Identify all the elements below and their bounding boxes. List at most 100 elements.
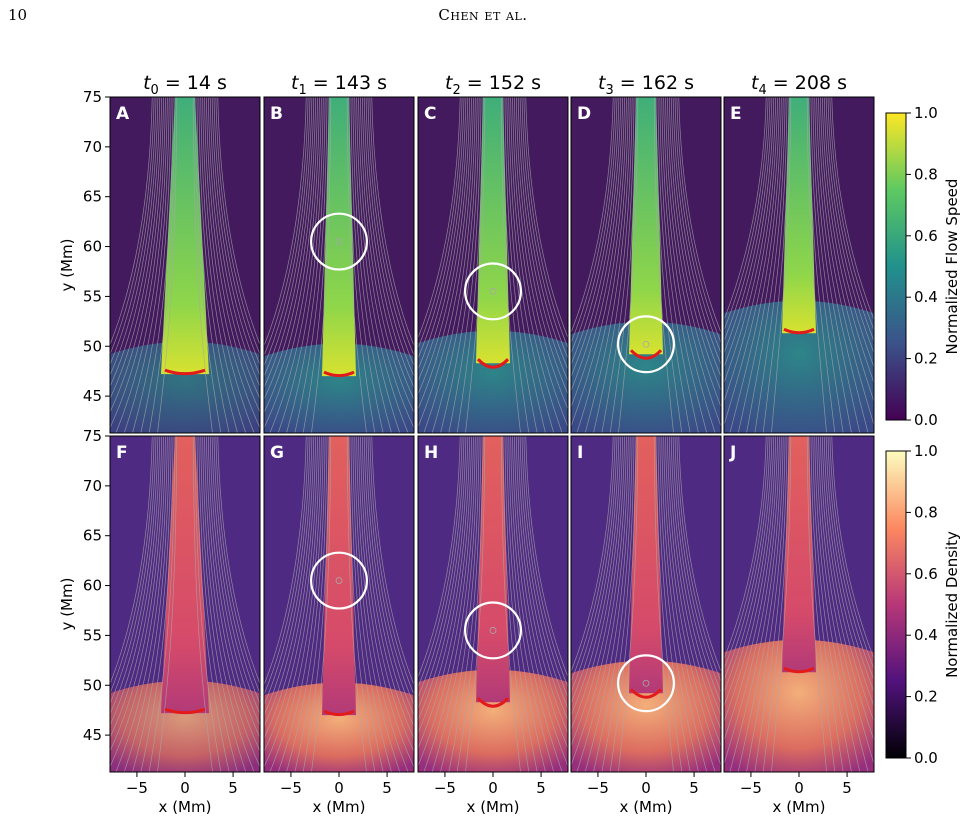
field-line <box>506 97 546 433</box>
field-line <box>110 436 157 705</box>
field-line <box>213 97 260 366</box>
y-tick-label: 70 <box>83 477 102 495</box>
field-line <box>814 97 861 433</box>
field-line <box>157 97 178 433</box>
field-line <box>418 436 469 721</box>
field-line <box>657 436 691 772</box>
field-line <box>659 97 699 433</box>
x-axis-label: x (Mm) <box>620 798 673 816</box>
field-line <box>264 436 311 706</box>
y-tick-label: 50 <box>83 676 102 694</box>
field-line <box>661 436 708 772</box>
field-line <box>264 436 317 739</box>
field-line <box>264 97 318 414</box>
time-subscript: 3 <box>605 83 613 98</box>
jet-column <box>476 97 510 364</box>
field-line <box>517 97 568 382</box>
field-line <box>571 436 616 683</box>
panel-frame <box>417 96 569 434</box>
plasmoid-circle <box>310 551 368 610</box>
colorbar-tick-label: 0.0 <box>914 749 938 767</box>
field-line <box>754 97 788 433</box>
field-line <box>354 436 401 772</box>
field-line <box>110 436 159 715</box>
reconnection-front <box>476 358 510 369</box>
field-line <box>659 436 699 772</box>
field-line <box>354 97 401 433</box>
field-line <box>827 97 874 343</box>
field-line <box>356 97 409 433</box>
x-tick-label: 0 <box>641 779 651 797</box>
field-line <box>512 97 568 428</box>
panel-grid: A F B G C H D I E J <box>110 97 874 772</box>
field-line <box>367 436 414 706</box>
field-line <box>418 436 461 678</box>
field-line <box>110 97 166 429</box>
field-line <box>123 436 170 772</box>
field-line <box>812 436 852 772</box>
field-line <box>358 97 414 429</box>
field-line <box>523 436 568 688</box>
reconnection-front <box>629 688 663 699</box>
field-line <box>667 97 721 408</box>
field-line <box>816 97 869 433</box>
field-line <box>418 97 463 349</box>
field-line <box>192 97 213 433</box>
plasmoid-core <box>642 340 650 348</box>
field-line <box>440 436 480 772</box>
field-line <box>200 97 247 433</box>
x-tick-label: −5 <box>587 779 609 797</box>
field-line <box>264 436 318 753</box>
field-line <box>724 97 773 355</box>
field-line <box>515 97 568 396</box>
field-line <box>418 97 465 360</box>
field-line <box>369 436 414 696</box>
field-line <box>571 97 624 392</box>
x-tick-label: 0 <box>180 779 190 797</box>
column-title: t0 = 14 s <box>143 72 227 98</box>
field-line <box>264 436 315 727</box>
x-axis-label: x (Mm) <box>159 798 212 816</box>
field-line <box>754 436 788 772</box>
field-line <box>264 436 309 696</box>
field-line <box>829 436 874 670</box>
x-tick-label: −5 <box>280 779 302 797</box>
field-line <box>500 97 521 433</box>
x-tick-label: −5 <box>740 779 762 797</box>
jet-column <box>782 97 816 334</box>
field-line <box>360 436 414 753</box>
field-line <box>360 97 414 414</box>
time-value: = 152 s <box>461 72 541 94</box>
plasmoid-circle <box>310 212 368 271</box>
field-line <box>814 436 861 772</box>
field-line <box>204 436 260 768</box>
field-line <box>571 436 622 717</box>
plasmoid-core <box>335 238 343 245</box>
colorbar-tick-label: 0.2 <box>914 350 938 368</box>
y-tick-label: 60 <box>83 577 102 595</box>
field-line <box>663 97 716 433</box>
flow-speed-panel: D <box>571 97 721 433</box>
field-line <box>670 97 721 378</box>
field-line <box>724 97 767 321</box>
field-line <box>361 436 414 739</box>
field-line <box>512 436 568 767</box>
field-line <box>418 436 474 767</box>
field-line <box>576 436 629 772</box>
field-line <box>264 436 320 768</box>
flow-speed-panel: B <box>264 97 414 433</box>
column-title: t1 = 143 s <box>291 72 387 98</box>
flow-speed-colorbar <box>885 112 907 421</box>
field-line <box>110 436 161 726</box>
x-tick-label: 0 <box>794 779 804 797</box>
field-line <box>593 97 633 433</box>
field-line <box>808 436 836 772</box>
field-line <box>110 436 153 685</box>
field-line <box>504 436 538 772</box>
field-line <box>264 97 320 429</box>
colorbar-tick-label: 0.4 <box>914 288 938 306</box>
panel-letter: B <box>270 104 283 124</box>
field-line <box>771 97 792 433</box>
field-line <box>269 436 322 772</box>
field-line <box>746 436 786 772</box>
